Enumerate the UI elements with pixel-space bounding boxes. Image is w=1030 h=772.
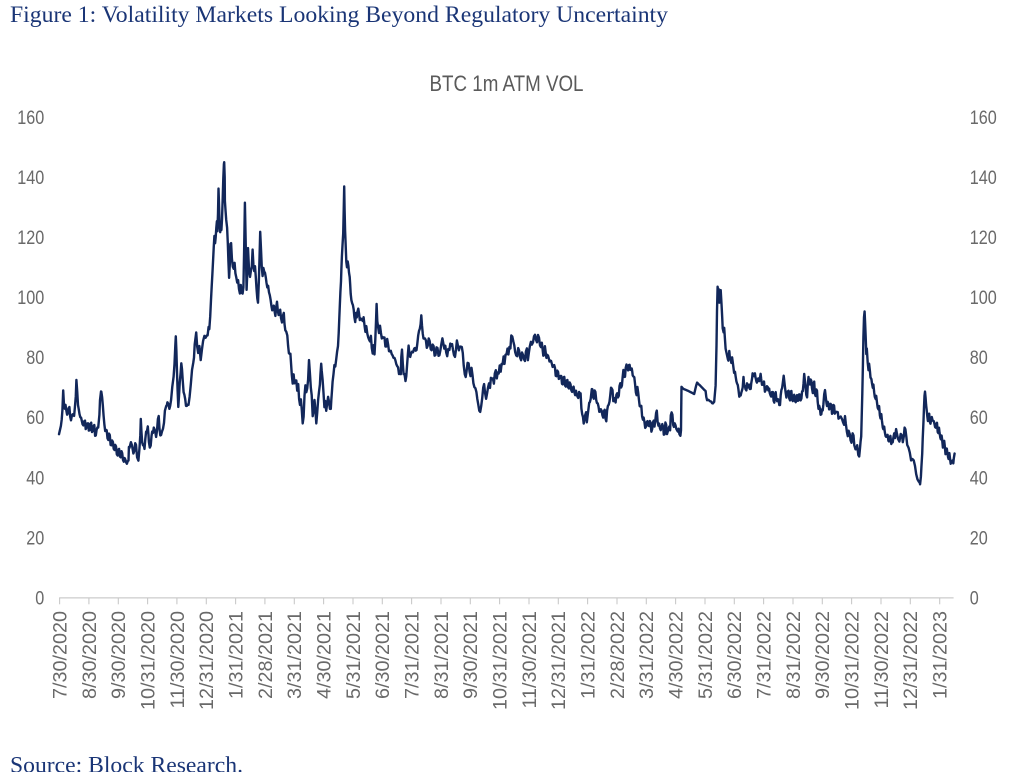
svg-text:12/31/2020: 12/31/2020 (196, 611, 218, 710)
svg-text:8/31/2021: 8/31/2021 (431, 611, 453, 699)
svg-text:140: 140 (17, 168, 44, 189)
svg-text:10/31/2021: 10/31/2021 (490, 611, 512, 710)
svg-text:120: 120 (970, 228, 997, 249)
svg-text:7/31/2022: 7/31/2022 (754, 611, 776, 699)
svg-text:6/30/2022: 6/30/2022 (724, 611, 746, 699)
svg-text:7/30/2020: 7/30/2020 (50, 611, 72, 699)
svg-text:10/31/2020: 10/31/2020 (138, 611, 160, 710)
svg-text:9/30/2021: 9/30/2021 (460, 611, 482, 699)
svg-text:5/31/2021: 5/31/2021 (343, 611, 365, 699)
svg-text:3/31/2022: 3/31/2022 (636, 611, 658, 699)
svg-text:80: 80 (970, 348, 988, 369)
svg-text:9/30/2020: 9/30/2020 (108, 611, 130, 699)
svg-text:11/30/2020: 11/30/2020 (167, 611, 189, 709)
svg-text:5/31/2022: 5/31/2022 (695, 611, 717, 699)
svg-text:11/30/2022: 11/30/2022 (871, 611, 893, 709)
svg-text:80: 80 (26, 348, 44, 369)
svg-text:8/31/2022: 8/31/2022 (783, 611, 805, 699)
svg-text:6/30/2021: 6/30/2021 (372, 611, 394, 699)
svg-text:BTC 1m ATM VOL: BTC 1m ATM VOL (430, 71, 584, 96)
svg-text:60: 60 (970, 408, 988, 429)
svg-text:20: 20 (970, 528, 988, 549)
svg-text:160: 160 (970, 108, 997, 129)
svg-text:160: 160 (17, 108, 44, 129)
svg-text:1/31/2023: 1/31/2023 (930, 611, 952, 699)
svg-text:40: 40 (970, 468, 988, 489)
svg-text:140: 140 (970, 168, 997, 189)
svg-text:4/30/2021: 4/30/2021 (314, 611, 336, 699)
svg-text:120: 120 (17, 228, 44, 249)
svg-text:11/30/2021: 11/30/2021 (519, 611, 541, 709)
svg-text:7/31/2021: 7/31/2021 (402, 611, 424, 699)
svg-text:9/30/2022: 9/30/2022 (812, 611, 834, 699)
svg-text:8/30/2020: 8/30/2020 (79, 611, 101, 699)
svg-text:10/31/2022: 10/31/2022 (842, 611, 864, 710)
svg-text:2/28/2022: 2/28/2022 (607, 611, 629, 699)
svg-text:2/28/2021: 2/28/2021 (255, 611, 277, 699)
svg-text:0: 0 (35, 588, 44, 609)
svg-text:100: 100 (970, 288, 997, 309)
svg-text:4/30/2022: 4/30/2022 (666, 611, 688, 699)
svg-text:1/31/2021: 1/31/2021 (226, 611, 248, 699)
svg-text:1/31/2022: 1/31/2022 (578, 611, 600, 699)
svg-text:60: 60 (26, 408, 44, 429)
svg-text:12/31/2022: 12/31/2022 (900, 611, 922, 710)
svg-text:12/31/2021: 12/31/2021 (548, 611, 570, 710)
svg-text:40: 40 (26, 468, 44, 489)
svg-text:3/31/2021: 3/31/2021 (284, 611, 306, 699)
svg-text:0: 0 (970, 588, 979, 609)
svg-text:Source: Block Research.: Source: Block Research. (10, 752, 243, 772)
svg-text:Figure 1: Volatility Markets L: Figure 1: Volatility Markets Looking Bey… (10, 2, 668, 28)
svg-text:20: 20 (26, 528, 44, 549)
svg-text:100: 100 (17, 288, 44, 309)
